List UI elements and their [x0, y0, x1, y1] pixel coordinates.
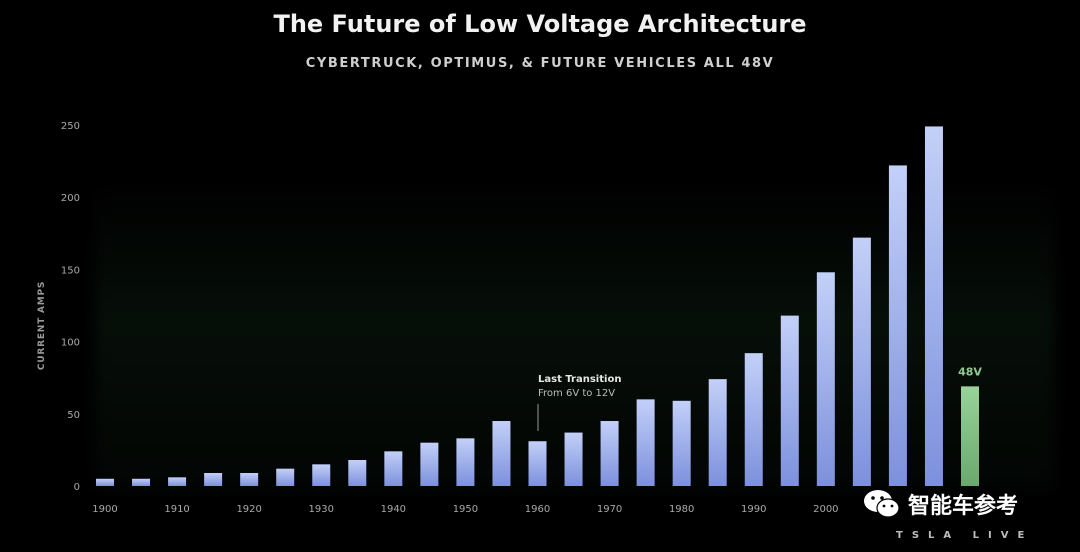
bar	[564, 432, 583, 486]
annotation-text: From 6V to 12V	[538, 388, 615, 399]
y-tick-label: 200	[61, 193, 80, 204]
bar	[168, 477, 187, 486]
bar	[672, 400, 691, 486]
y-tick-label: 250	[61, 121, 80, 132]
bar	[744, 353, 763, 486]
bar	[924, 126, 943, 486]
annotation-title: Last Transition	[538, 374, 621, 385]
x-tick-label: 1930	[309, 504, 334, 515]
bar	[96, 478, 114, 486]
x-tick-label: 1910	[164, 504, 189, 515]
x-tick-label: 1980	[669, 504, 694, 515]
bar	[420, 442, 439, 486]
y-tick-label: 100	[61, 338, 80, 349]
bar	[600, 421, 619, 486]
brand-logo-text: TSLA LIVE	[896, 530, 1034, 541]
x-tick-label: 1900	[92, 504, 117, 515]
bar	[852, 237, 871, 486]
bar	[204, 473, 223, 486]
x-tick-label: 1940	[381, 504, 406, 515]
bar	[816, 272, 835, 486]
watermark-text: 智能车参考	[908, 494, 1019, 519]
x-tick-label: 1960	[525, 504, 550, 515]
y-tick-label: 0	[74, 482, 80, 493]
bar-highlight	[961, 386, 979, 486]
y-tick-label: 50	[67, 410, 80, 421]
wechat-icon	[864, 490, 900, 518]
bar	[636, 399, 655, 486]
bar	[888, 165, 907, 486]
bar	[384, 451, 403, 486]
bar	[780, 315, 799, 486]
highlight-label: 48V	[958, 365, 982, 378]
bar	[312, 464, 331, 486]
bar	[456, 438, 475, 486]
bar	[528, 441, 547, 486]
watermark: 智能车参考	[862, 484, 1018, 524]
x-tick-label: 1970	[597, 504, 622, 515]
bar	[348, 460, 367, 486]
x-tick-label: 1990	[741, 504, 766, 515]
x-tick-label: 1920	[236, 504, 261, 515]
chart-subtitle: CYBERTRUCK, OPTIMUS, & FUTURE VEHICLES A…	[305, 56, 775, 71]
x-tick-label: 2000	[813, 504, 838, 515]
bar	[132, 478, 151, 486]
y-tick-label: 150	[61, 265, 80, 276]
x-tick-label: 1950	[453, 504, 478, 515]
y-axis-label: CURRENT AMPS	[37, 281, 47, 370]
bar	[276, 468, 295, 486]
bar	[492, 421, 511, 486]
chart-title: The Future of Low Voltage Architecture	[273, 10, 807, 38]
bar	[240, 473, 259, 486]
bar	[708, 379, 727, 486]
